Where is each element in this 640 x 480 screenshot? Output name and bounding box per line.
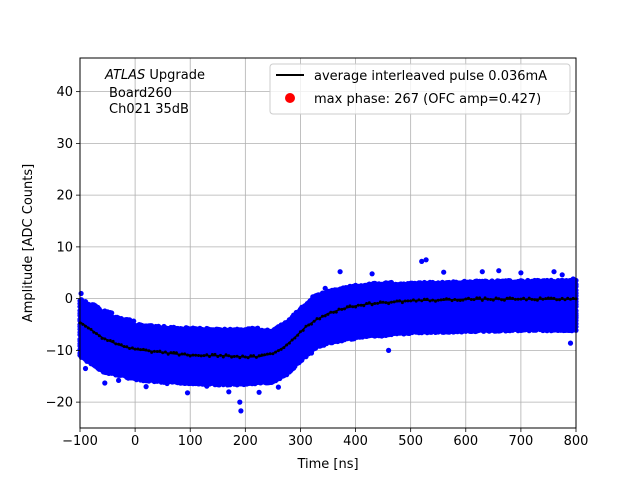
scatter-point: [131, 318, 137, 324]
scatter-point: [109, 310, 115, 316]
scatter-series: [77, 257, 579, 414]
